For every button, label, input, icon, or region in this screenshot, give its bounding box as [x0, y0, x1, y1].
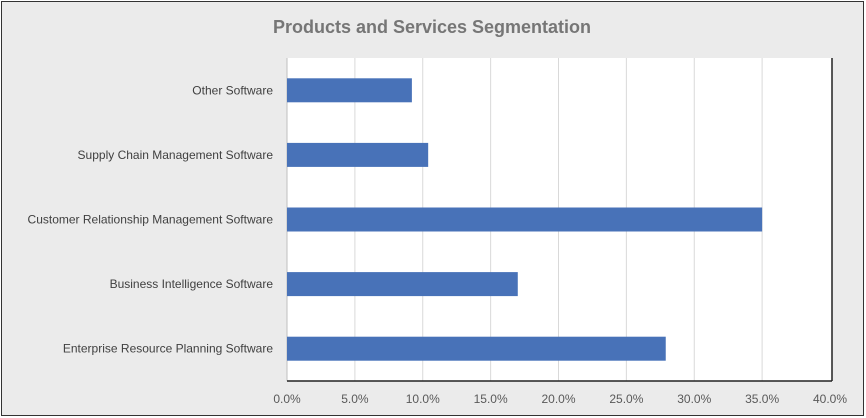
- category-label: Customer Relationship Management Softwar…: [28, 213, 274, 227]
- x-tick-label: 15.0%: [474, 392, 508, 406]
- x-tick-label: 35.0%: [745, 392, 779, 406]
- x-tick-label: 5.0%: [341, 392, 369, 406]
- bar: [287, 336, 666, 361]
- bar: [287, 207, 763, 232]
- chart-title: Products and Services Segmentation: [273, 17, 591, 37]
- x-tick-label: 0.0%: [273, 392, 301, 406]
- bar: [287, 272, 518, 297]
- category-label: Enterprise Resource Planning Software: [63, 342, 273, 356]
- x-tick-label: 10.0%: [406, 392, 440, 406]
- x-tick-label: 25.0%: [609, 392, 643, 406]
- x-tick-label: 20.0%: [541, 392, 575, 406]
- category-label: Business Intelligence Software: [110, 277, 274, 291]
- x-tick-label: 40.0%: [813, 392, 847, 406]
- category-label: Supply Chain Management Software: [78, 148, 274, 162]
- category-label: Other Software: [192, 83, 273, 97]
- bar: [287, 142, 429, 167]
- x-tick-label: 30.0%: [677, 392, 711, 406]
- bar: [287, 78, 412, 103]
